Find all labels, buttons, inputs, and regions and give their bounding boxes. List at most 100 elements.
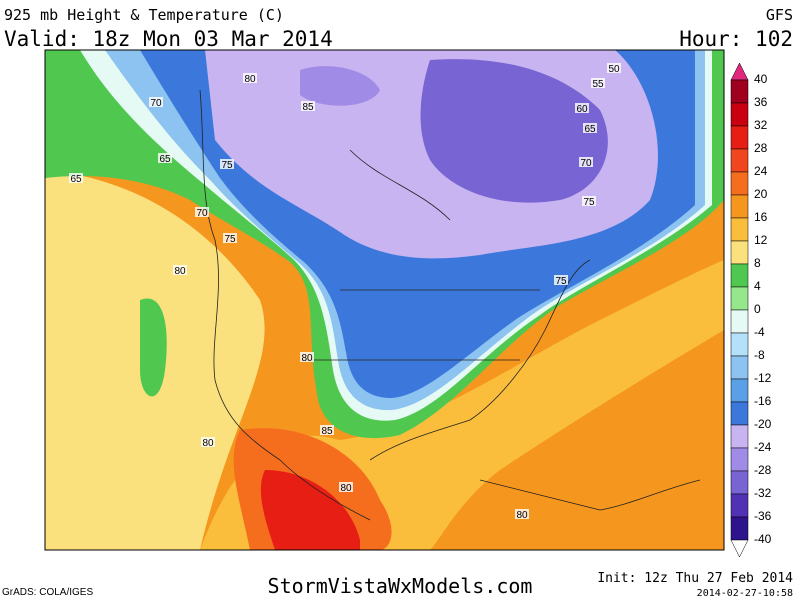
- colorbar-label: 4: [754, 279, 761, 293]
- colorbar-label: -16: [754, 394, 772, 408]
- map: [44, 49, 725, 551]
- colorbar-label: 0: [754, 302, 761, 316]
- colorbar-label: 8: [754, 256, 761, 270]
- colorbar-label: 32: [754, 118, 768, 132]
- contour-label-bg: [220, 159, 234, 169]
- contour-label: 70: [196, 208, 208, 219]
- contour-label: 80: [516, 510, 528, 521]
- forecast-hour: Hour: 102: [679, 27, 793, 51]
- colorbar-bin: [730, 194, 749, 219]
- map-frame: [44, 49, 725, 551]
- contour-label-bg: [583, 123, 597, 133]
- cool-region: [140, 298, 167, 397]
- colorbar-bin: [730, 240, 749, 265]
- colorbar-label: 40: [754, 72, 768, 86]
- contour-label-bg: [69, 173, 83, 183]
- contour-label: 80: [301, 353, 313, 364]
- site: StormVistaWxModels.com: [268, 574, 533, 598]
- contour-label-bg: [243, 73, 257, 83]
- contour-label: 75: [583, 197, 595, 208]
- colorbar-top-arrow: [730, 62, 749, 81]
- contour-label-bg: [301, 101, 315, 111]
- credit: GrADS: COLA/IGES: [2, 587, 93, 598]
- contour-label-bg: [173, 265, 187, 275]
- frigid-core: [420, 59, 608, 203]
- colorbar-bin: [730, 102, 749, 127]
- colorbar-bin: [730, 470, 749, 495]
- contour-label: 70: [580, 158, 592, 169]
- contour-label-bg: [149, 97, 163, 107]
- colorbar-bin: [730, 217, 749, 242]
- model: GFS: [766, 6, 793, 24]
- valid-time: Valid: 18z Mon 03 Mar 2014: [4, 27, 333, 51]
- colorbar-label: 16: [754, 210, 768, 224]
- colorbar-bin: [730, 378, 749, 403]
- colorbar-label: -8: [754, 348, 765, 362]
- contour-label-bg: [575, 103, 589, 113]
- contour-label-bg: [607, 63, 621, 73]
- colorbar-label: -24: [754, 440, 772, 454]
- contour-label-bg: [300, 352, 314, 362]
- init-time: Init: 12z Thu 27 Feb 2014: [597, 571, 793, 586]
- contour-label-bg: [158, 153, 172, 163]
- colorbar-label: -4: [754, 325, 765, 339]
- colorbar-bin: [730, 424, 749, 449]
- colorbar-label: -12: [754, 371, 772, 385]
- contour-label: 55: [592, 79, 604, 90]
- colorbar-bin: [730, 263, 749, 288]
- colorbar-label: 24: [754, 164, 768, 178]
- contour-label: 75: [555, 276, 567, 287]
- contour-label-bg: [223, 233, 237, 243]
- contour-label: 80: [174, 266, 186, 277]
- contour-label-bg: [579, 157, 593, 167]
- colorbar-bin: [730, 79, 749, 104]
- colorbar-label: -36: [754, 509, 772, 523]
- contour-label: 80: [244, 74, 256, 85]
- coastlines: [199, 89, 701, 521]
- contour-label-bg: [554, 275, 568, 285]
- contour-label-bg: [582, 196, 596, 206]
- hot-region: [260, 470, 360, 550]
- contour-label-bg: [320, 425, 334, 435]
- colorbar-bin: [730, 401, 749, 426]
- contour-label-bg: [515, 509, 529, 519]
- colorbar-label: 36: [754, 95, 768, 109]
- contour-label-bg: [591, 78, 605, 88]
- contour-label-bg: [195, 207, 209, 217]
- contour-label: 75: [221, 160, 233, 171]
- contour-label-bg: [339, 482, 353, 492]
- colorbar-bin: [730, 355, 749, 380]
- colorbar-label: -40: [754, 532, 772, 546]
- colorbar-bottom-arrow: [730, 539, 749, 558]
- contour-label: 85: [321, 426, 333, 437]
- colorbar-label: 20: [754, 187, 768, 201]
- colorbar-bin: [730, 493, 749, 518]
- title: 925 mb Height & Temperature (C): [4, 6, 284, 24]
- contour-label: 65: [584, 124, 596, 135]
- colorbar-label: 28: [754, 141, 768, 155]
- colorbar-bin: [730, 125, 749, 150]
- colorbar: 4036322824201612840-4-8-12-16-20-24-28-3…: [730, 62, 772, 558]
- contour-label: 80: [202, 438, 214, 449]
- colorbar-label: -28: [754, 463, 772, 477]
- contour-label: 75: [224, 234, 236, 245]
- contour-label: 65: [70, 174, 82, 185]
- contour-label: 60: [576, 104, 588, 115]
- colorbar-label: 12: [754, 233, 768, 247]
- colorbar-bin: [730, 332, 749, 357]
- contour-label: 65: [159, 154, 171, 165]
- timestamp: 2014-02-27-10:58: [697, 588, 793, 599]
- frigid-core: [300, 66, 380, 106]
- contour-label-bg: [201, 437, 215, 447]
- colorbar-label: -32: [754, 486, 772, 500]
- colorbar-bin: [730, 148, 749, 173]
- contour-labels: 80 85 70 65 65 75 70 75 80 80 85 80 80 80 75 75 70 65 60 55…: [69, 63, 621, 521]
- colorbar-label: -20: [754, 417, 772, 431]
- colorbar-bin: [730, 171, 749, 196]
- colorbar-bin: [730, 516, 749, 541]
- colorbar-bin: [730, 309, 749, 334]
- colorbar-bin: [730, 447, 749, 472]
- contour-label: 70: [150, 98, 162, 109]
- colorbar-bin: [730, 286, 749, 311]
